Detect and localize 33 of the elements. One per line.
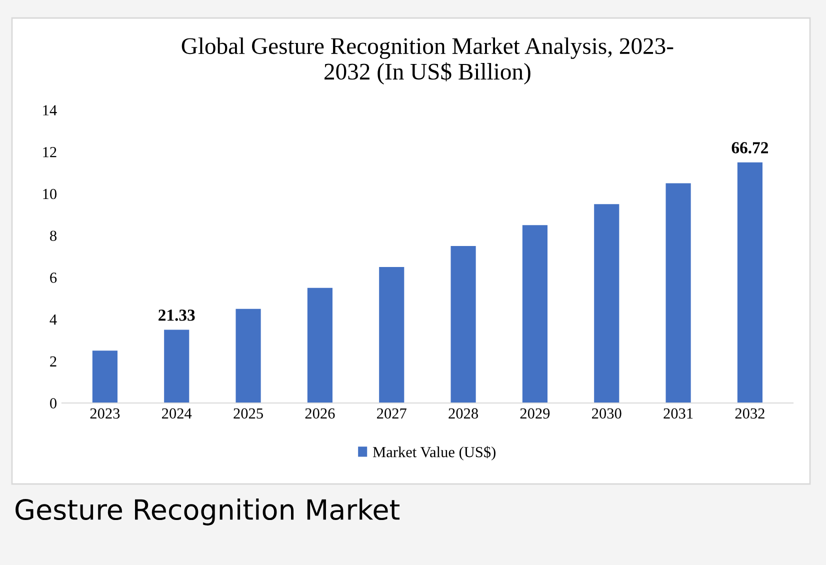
x-tick-label: 2027	[377, 408, 406, 419]
bar	[92, 350, 118, 403]
y-tick-label: 4	[50, 314, 57, 325]
y-tick-label: 0	[50, 398, 57, 408]
chart-title: Global Gesture Recognition Market Analysis, 2023- 2032 (In US$ Billion)	[182, 37, 674, 84]
x-tick-label: 2028	[448, 408, 478, 419]
x-tick-label: 2023	[90, 408, 120, 419]
y-tick-label: 2	[50, 356, 56, 366]
x-tick-label: 2030	[592, 408, 622, 419]
y-tick-label: 10	[43, 188, 57, 200]
legend-label: Market Value (US$)	[372, 446, 496, 460]
bar	[666, 183, 691, 403]
bar	[236, 308, 261, 403]
x-tick-label: 2026	[305, 408, 335, 419]
bar	[307, 288, 332, 403]
bar	[164, 330, 190, 403]
bar	[737, 162, 762, 403]
x-tick-label: 2032	[735, 408, 764, 419]
annotation: 21.33	[158, 310, 195, 321]
y-tick-label: 12	[43, 147, 56, 158]
annotation: 66.72	[732, 142, 768, 154]
x-tick-label: 2031	[664, 408, 693, 419]
x-tick-label: 2025	[234, 408, 263, 419]
text: Gesture Recognition Market	[16, 498, 400, 526]
y-tick-label: 6	[50, 272, 57, 283]
bar	[450, 246, 476, 403]
x-tick-label: 2024	[162, 408, 192, 419]
y-tick-label: 8	[50, 230, 57, 242]
y-tick-label: 14	[43, 105, 57, 116]
x-tick-label: 2029	[520, 408, 550, 419]
bar	[379, 266, 404, 403]
bar	[594, 204, 620, 403]
bar	[522, 225, 548, 403]
